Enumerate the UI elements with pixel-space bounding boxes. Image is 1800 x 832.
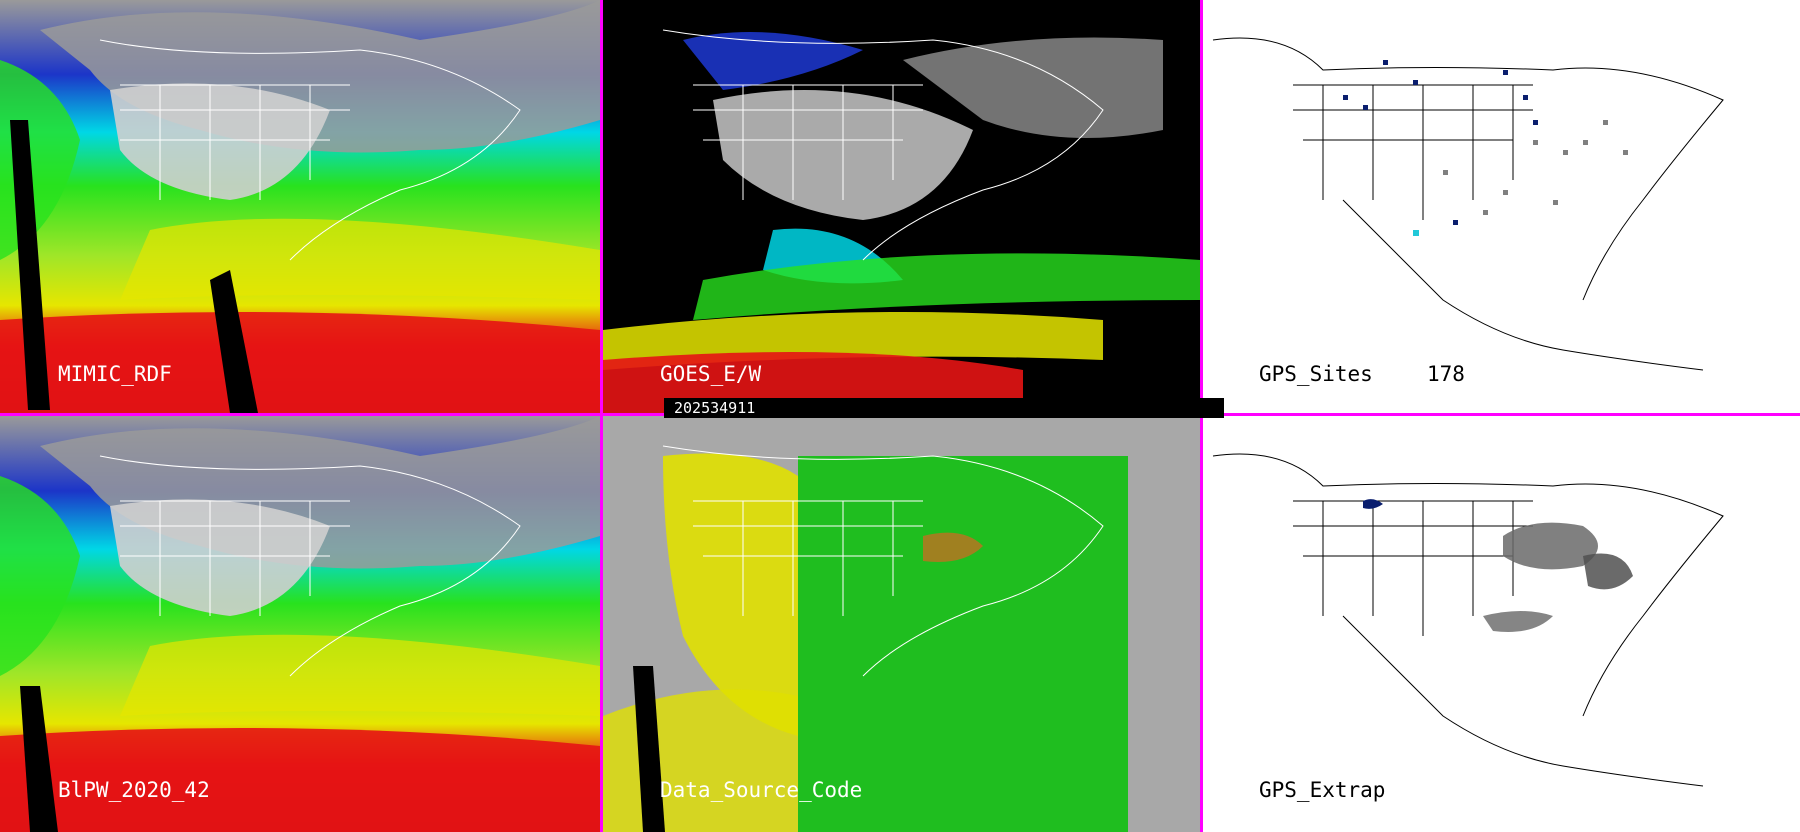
panel-label: BlPW_2020_42 — [58, 778, 210, 802]
panel-label: GOES_E/W — [660, 362, 762, 386]
gps-sites-map — [1212, 37, 1724, 371]
panel-label: GPS_Sites — [1259, 362, 1373, 386]
panel-goes-ew: GOES_E/W — [603, 0, 1200, 413]
gps-site-count: 178 — [1427, 362, 1465, 386]
panel-label: Data_Source_Code — [660, 778, 863, 802]
panel-mimic-rdf: MIMIC_RDF — [0, 0, 600, 413]
panel-gps-extrap: GPS_Extrap — [1203, 416, 1800, 832]
tpw-map — [0, 0, 600, 413]
goes-map — [603, 29, 1200, 413]
panel-data-source-code: Data_Source_Code — [603, 416, 1200, 832]
timestamp-bar: 202534911 — [664, 398, 1224, 418]
panel-label: MIMIC_RDF — [58, 362, 172, 386]
panel-blpw: BlPW_2020_42 — [0, 416, 600, 832]
panel-label: GPS_Extrap — [1259, 778, 1386, 802]
data-source-map — [603, 445, 1128, 832]
panel-gps-sites: GPS_Sites 178 — [1203, 0, 1800, 413]
gps-extrap-map — [1212, 453, 1724, 787]
tpw-map — [0, 416, 600, 832]
